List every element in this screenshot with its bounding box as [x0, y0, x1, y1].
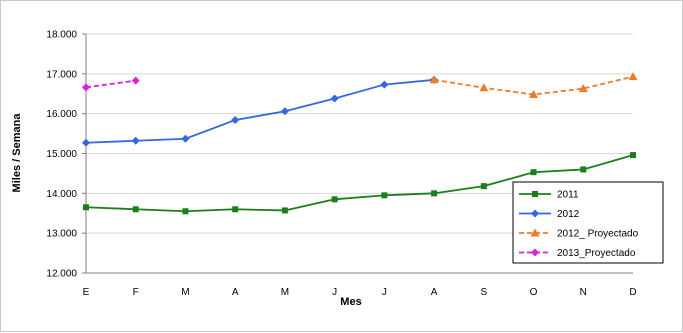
legend-swatch-marker [531, 209, 539, 218]
data-point [380, 80, 389, 89]
series-0 [83, 152, 636, 215]
legend-swatch-marker [532, 191, 538, 197]
data-point [331, 196, 338, 203]
data-point [132, 206, 139, 213]
data-point [480, 183, 487, 190]
x-tick-label: M [181, 287, 189, 298]
data-point [429, 75, 439, 84]
data-point [181, 134, 190, 143]
y-tick-label: 17.000 [46, 69, 77, 80]
axes: 12.000 13.000 14.000 15.000 16.000 17.000 18.0… [46, 30, 636, 299]
data-point [479, 83, 489, 92]
x-tick-label: M [281, 287, 289, 298]
x-tick-label: N [580, 287, 587, 298]
legend-label: 2013_Proyectado [557, 248, 636, 259]
data-point [182, 208, 189, 215]
legend-label: 2012 [557, 209, 580, 220]
data-point [330, 94, 339, 103]
x-tick-label: J [332, 287, 337, 298]
x-tick-label: A [232, 287, 239, 298]
x-tick-label: S [480, 287, 487, 298]
legend: 2011 2012 2012_ Proyectado 2013_Proyectado [512, 181, 664, 264]
y-tick-label: 15.000 [46, 149, 77, 160]
y-axis-title: Miles / Semana [11, 113, 23, 193]
x-axis-title: Mes [340, 296, 361, 308]
data-point [381, 192, 388, 199]
legend-label: 2012_ Proyectado [557, 229, 639, 240]
legend-swatch-marker [531, 248, 539, 257]
data-point [580, 166, 587, 173]
data-point [431, 190, 438, 197]
data-point [529, 90, 539, 99]
data-point [628, 72, 638, 81]
series-line [85, 78, 435, 144]
y-tick-label: 13.000 [46, 229, 77, 240]
series-1 [82, 75, 439, 147]
series-3 [82, 76, 140, 92]
x-tick-label: A [431, 287, 438, 298]
data-point [578, 84, 588, 93]
data-point [280, 107, 289, 116]
legend-swatch-marker [530, 228, 540, 237]
y-tick-label: 16.000 [46, 109, 77, 120]
series [82, 72, 638, 215]
data-point [231, 116, 240, 125]
data-point [131, 136, 140, 145]
data-point [630, 152, 636, 159]
series-line [85, 154, 634, 213]
data-point [83, 204, 89, 211]
series-line [85, 79, 136, 89]
data-point [281, 207, 288, 214]
legend-label: 2011 [557, 190, 579, 201]
x-tick-label: J [382, 287, 387, 298]
data-point [530, 169, 537, 176]
x-tick-label: O [530, 287, 538, 298]
data-point [131, 76, 140, 85]
x-tick-label: E [83, 287, 90, 298]
series-2 [429, 72, 638, 99]
x-tick-label: F [133, 287, 139, 298]
y-tick-label: 14.000 [46, 189, 77, 200]
y-tick-label: 18.000 [46, 30, 77, 41]
y-tick-label: 12.000 [46, 269, 77, 280]
data-point [82, 83, 90, 92]
data-point [232, 206, 239, 213]
data-point [82, 138, 90, 147]
x-tick-label: D [629, 287, 636, 298]
